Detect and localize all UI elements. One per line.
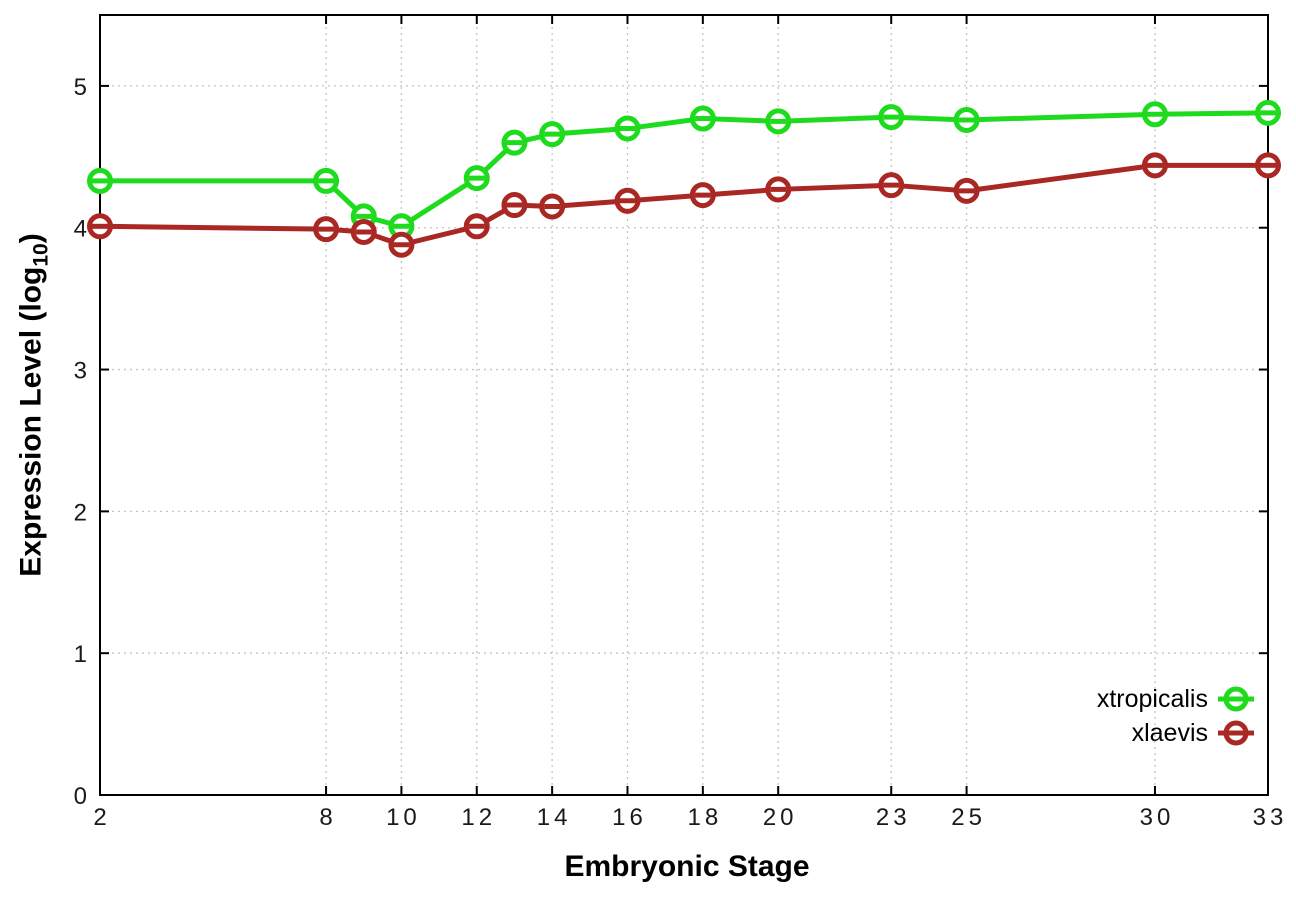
series-line-xtropicalis [100, 110, 1269, 229]
x-tick-label: 23 [876, 804, 911, 831]
x-tick-label: 10 [386, 804, 421, 831]
plot-border [99, 14, 1269, 796]
y-tick-label: 0 [74, 783, 87, 810]
legend-label-xlaevis: xlaevis [1131, 718, 1208, 747]
y-tick-label: 5 [74, 74, 87, 101]
legend-item-xtropicalis: xtropicalis [1097, 683, 1254, 715]
x-tick-label: 18 [687, 804, 722, 831]
x-tick-label: 8 [319, 804, 336, 831]
y-tick-label: 4 [74, 216, 87, 243]
legend-marker-xlaevis [1218, 720, 1254, 746]
x-tick-label: 33 [1253, 804, 1288, 831]
x-tick-label: 30 [1140, 804, 1175, 831]
y-axis-title: Expression Level (log10) [15, 233, 54, 576]
x-tick-label: 20 [763, 804, 798, 831]
y-tick-label: 3 [74, 358, 87, 385]
y-tick-label: 1 [74, 641, 87, 668]
x-tick-label: 25 [951, 804, 986, 831]
y-axis-title-subscript: 10 [29, 243, 53, 267]
y-axis-title-text: Expression Level (log [14, 266, 48, 577]
x-tick-label: 2 [93, 804, 110, 831]
y-axis-title-suffix: ) [14, 233, 48, 244]
x-tick-label: 16 [612, 804, 647, 831]
legend: xtropicalis xlaevis [1097, 683, 1254, 749]
x-tick-label: 12 [461, 804, 496, 831]
x-axis-title: Embryonic Stage [564, 850, 810, 883]
legend-label-xtropicalis: xtropicalis [1096, 684, 1208, 713]
y-tick-label: 2 [74, 499, 87, 526]
x-tick-label: 14 [537, 804, 572, 831]
legend-item-xlaevis: xlaevis [1097, 717, 1254, 749]
series-line-xlaevis [99, 162, 1268, 248]
legend-marker-xtropicalis [1218, 686, 1254, 712]
